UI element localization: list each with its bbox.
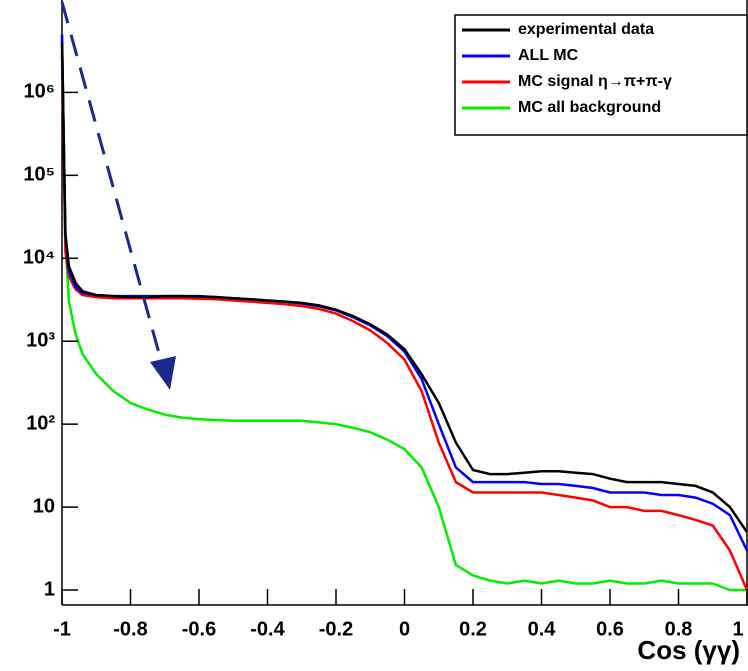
legend-label: MC all background	[518, 99, 661, 116]
legend-label: experimental data	[518, 21, 654, 38]
y-tick-label: 10⁴	[23, 247, 55, 269]
legend-box	[454, 14, 748, 136]
y-tick-label: 10⁵	[23, 164, 55, 186]
legend-label: ALL MC	[518, 47, 579, 64]
series-line	[60, 34, 747, 592]
y-tick-label: 10³	[26, 329, 55, 351]
plot-area	[60, 34, 748, 592]
legend: experimental data ALL MC MC signal η→π+π-γ…	[454, 14, 748, 136]
x-tick-label: -0.8	[113, 618, 147, 640]
x-tick-label: -0.4	[250, 618, 285, 640]
x-tick-label: -0.2	[319, 618, 353, 640]
y-tick-label: 10²	[26, 412, 55, 434]
series-line	[60, 42, 748, 533]
arrow-head	[150, 356, 176, 390]
legend-label: MC signal η→π+π-γ	[518, 73, 672, 90]
x-tick-label: 0	[399, 618, 410, 640]
x-tick-label: -0.6	[182, 618, 216, 640]
y-tick-label: 10	[33, 495, 55, 517]
y-tick-label: 10⁶	[24, 81, 55, 103]
x-tick-label: 0.6	[596, 618, 624, 640]
x-tick-label: 0.2	[459, 618, 487, 640]
x-tick-label: 0.4	[528, 618, 557, 640]
x-axis-label: Cos (γγ)	[637, 635, 740, 665]
x-tick-label: 1	[732, 618, 743, 640]
y-tick-label: 1	[44, 578, 55, 600]
arrow-shaft	[60, 1, 167, 376]
x-tick-label: -1	[53, 618, 71, 640]
x-tick-label: 0.8	[665, 618, 693, 640]
